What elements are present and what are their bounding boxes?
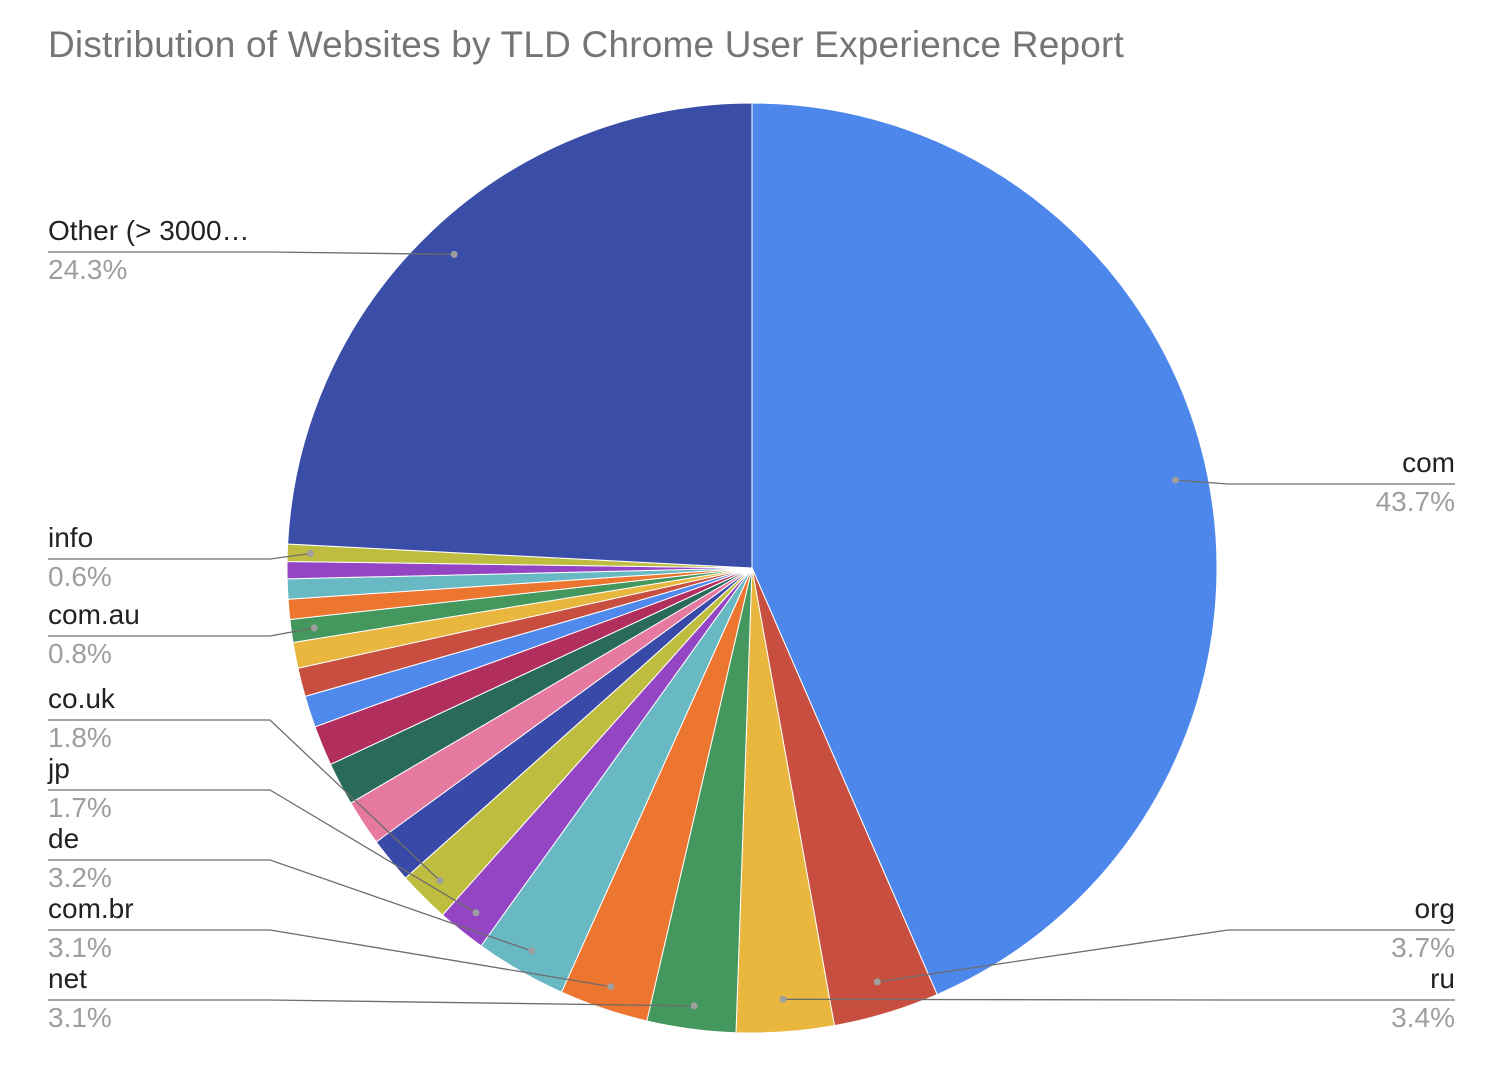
- pie-slice-com: [751, 102, 1218, 996]
- slice-label-other-3000: Other (> 3000…: [48, 215, 250, 246]
- leader-dot-jp: [472, 909, 480, 917]
- leader-dot-ru: [779, 995, 787, 1003]
- slice-percent-de: 3.2%: [48, 862, 112, 893]
- slice-percent-jp: 1.7%: [48, 792, 112, 823]
- leader-line-ru: [783, 998, 1455, 1001]
- slice-label-jp: jp: [47, 753, 70, 784]
- slice-label-co-uk: co.uk: [48, 683, 116, 714]
- leader-dot-org: [873, 978, 881, 986]
- slice-percent-org: 3.7%: [1391, 932, 1455, 963]
- leader-line-com: [1175, 479, 1455, 485]
- slice-percent-ru: 3.4%: [1391, 1002, 1455, 1033]
- leader-dot-other-3000: [450, 250, 458, 258]
- slice-percent-com: 43.7%: [1376, 486, 1455, 517]
- leader-line-com-br: [48, 929, 612, 988]
- slice-percent-com-au: 0.8%: [48, 638, 112, 669]
- leader-line-net: [48, 999, 695, 1007]
- slice-label-com-au: com.au: [48, 599, 140, 630]
- pie-labels: com43.7%org3.7%ru3.4%net3.1%com.br3.1%de…: [47, 215, 1455, 1033]
- leader-dot-info: [307, 550, 314, 557]
- leader-line-de: [48, 859, 532, 952]
- slice-label-org: org: [1415, 893, 1455, 924]
- slice-label-net: net: [48, 963, 87, 994]
- slice-percent-info: 0.6%: [48, 561, 112, 592]
- pie-slice-other-3000: [287, 102, 753, 569]
- leader-line-info: [48, 552, 311, 560]
- slice-label-com-br: com.br: [48, 893, 134, 924]
- leader-line-org: [877, 929, 1455, 983]
- slice-percent-net: 3.1%: [48, 1002, 112, 1033]
- slice-percent-com-br: 3.1%: [48, 932, 112, 963]
- leader-line-com-au: [48, 627, 315, 637]
- leader-dot-com-br: [607, 983, 615, 991]
- pie-slices: [286, 102, 1218, 1034]
- slice-label-de: de: [48, 823, 79, 854]
- slice-label-com: com: [1402, 447, 1455, 478]
- slice-percent-other-3000: 24.3%: [48, 254, 127, 285]
- leader-dot-de: [528, 947, 536, 955]
- slice-label-ru: ru: [1430, 963, 1455, 994]
- leader-dot-com: [1171, 476, 1179, 484]
- chart-title: Distribution of Websites by TLD Chrome U…: [48, 24, 1125, 65]
- leader-line-other-3000: [48, 251, 455, 256]
- leader-dot-co-uk: [436, 877, 444, 885]
- leader-dot-net: [690, 1002, 698, 1010]
- slice-label-info: info: [48, 522, 93, 553]
- leader-line-jp: [48, 789, 477, 914]
- slice-percent-co-uk: 1.8%: [48, 722, 112, 753]
- leader-dot-com-au: [310, 624, 318, 632]
- leader-line-co-uk: [48, 719, 441, 882]
